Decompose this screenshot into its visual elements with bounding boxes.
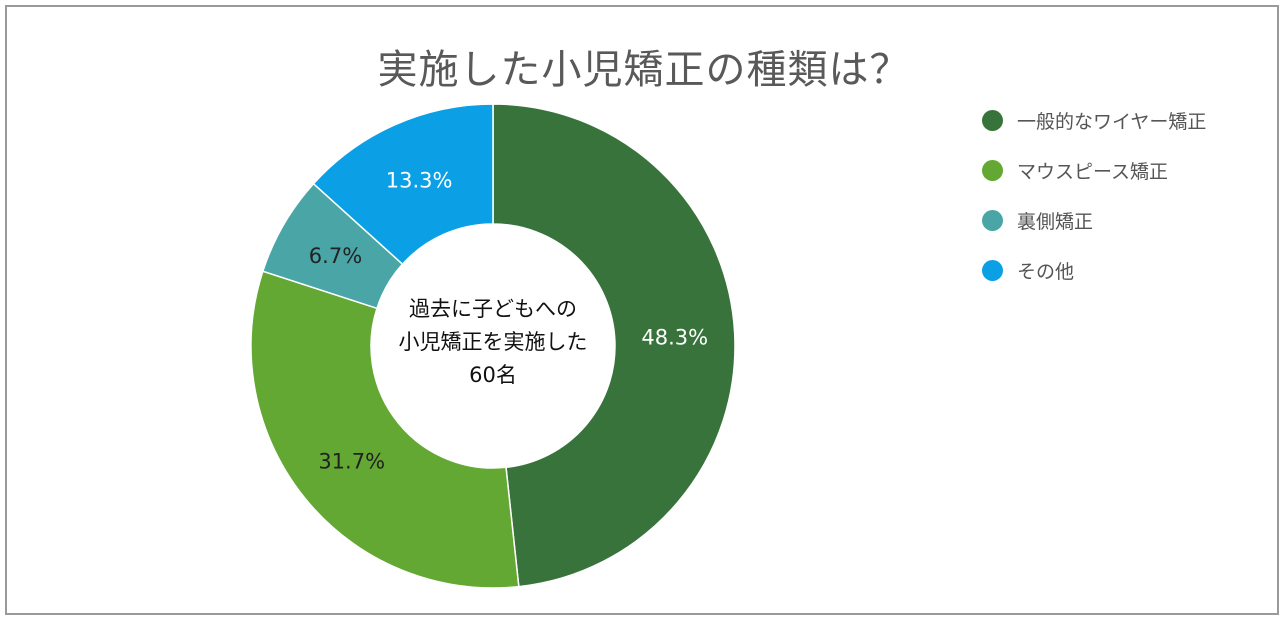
slice-label-mouthpiece: 31.7% (318, 450, 385, 474)
legend-label-lingual: 裏側矯正 (1017, 210, 1094, 233)
donut-slice-other[interactable] (312, 103, 494, 266)
donut-slice-mouthpiece[interactable] (250, 270, 520, 589)
legend-swatch-mouthpiece (982, 159, 1003, 181)
donut-center-text: 過去に子どもへの 小児矯正を実施した 60名 (372, 293, 614, 392)
slice-label-lingual: 6.7% (309, 244, 362, 268)
legend-label-wire: 一般的なワイヤー矯正 (1017, 110, 1207, 133)
center-text-line-1: 過去に子どもへの (409, 297, 577, 321)
slice-label-other: 13.3% (386, 169, 453, 193)
chart-title: 実施した小児矯正の種類は？ (377, 47, 911, 93)
legend-item-other[interactable]: その他 (982, 258, 1206, 283)
chart-legend: 一般的なワイヤー矯正 マウスピース矯正 裏側矯正 その他 (982, 108, 1206, 308)
center-text-line-3: 60名 (469, 363, 517, 387)
legend-swatch-lingual (982, 209, 1003, 231)
legend-item-mouthpiece[interactable]: マウスピース矯正 (982, 158, 1206, 183)
slice-label-wire: 48.3% (641, 325, 708, 349)
legend-item-wire[interactable]: 一般的なワイヤー矯正 (982, 108, 1207, 133)
center-text-line-2: 小児矯正を実施した (398, 330, 588, 354)
donut-slice-wire[interactable] (492, 103, 736, 588)
legend-label-other: その他 (1017, 260, 1075, 283)
legend-item-lingual[interactable]: 裏側矯正 (982, 208, 1206, 233)
legend-label-mouthpiece: マウスピース矯正 (1017, 160, 1169, 183)
legend-swatch-wire (982, 109, 1003, 131)
legend-swatch-other (982, 259, 1003, 281)
